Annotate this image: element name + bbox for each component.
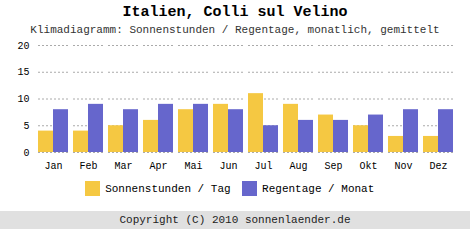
svg-text:Jan: Jan (44, 161, 62, 172)
svg-text:Jun: Jun (219, 161, 237, 172)
svg-text:Feb: Feb (79, 161, 97, 172)
svg-text:Mar: Mar (114, 161, 132, 172)
svg-text:10: 10 (17, 94, 29, 105)
svg-text:Aug: Aug (289, 161, 307, 172)
svg-text:15: 15 (17, 67, 29, 78)
html-text:Sonnenstunden / Tag: Sonnenstunden / Tag (105, 182, 231, 195)
html-text:Copyright (C) 2010 sonnenlaend: Copyright (C) 2010 sonnenlaender.de (119, 213, 351, 226)
svg-text:Okt: Okt (359, 161, 377, 172)
svg-text:0: 0 (23, 148, 29, 159)
html-text:Regentage / Monat: Regentage / Monat (262, 182, 375, 195)
svg-text:Sep: Sep (324, 161, 342, 172)
svg-text:Mai: Mai (184, 161, 202, 172)
html-text:Klimadiagramm: Sonnenstunden /: Klimadiagramm: Sonnenstunden / Regentage… (30, 24, 440, 36)
svg-text:5: 5 (23, 121, 29, 132)
html-text:Italien, Colli sul Velino: Italien, Colli sul Velino (122, 4, 348, 21)
svg-text:Jul: Jul (254, 161, 272, 172)
svg-text:Dez: Dez (429, 161, 447, 172)
svg-text:20: 20 (17, 41, 29, 52)
svg-text:Apr: Apr (149, 161, 167, 172)
svg-text:Nov: Nov (394, 161, 412, 172)
